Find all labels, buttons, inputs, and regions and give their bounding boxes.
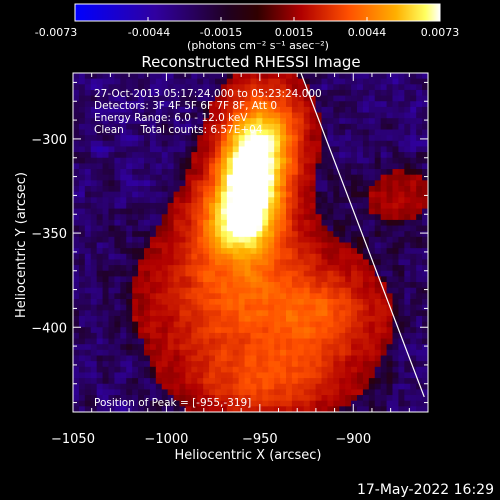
x-tick-label: −900 <box>335 432 371 447</box>
x-axis-title: Heliocentric X (arcsec) <box>175 448 322 463</box>
annotation-detectors: Detectors: 3F 4F 5F 6F 7F 8F, Att 0 <box>94 100 277 112</box>
colorbar-ticks <box>74 17 441 21</box>
chart-title: Reconstructed RHESSI Image <box>141 53 360 71</box>
colorbar-tick-label: -0.0015 <box>200 26 242 39</box>
x-tick-label: −950 <box>242 432 278 447</box>
annotation-time-range: 27-Oct-2013 05:17:24.000 to 05:23:24.000 <box>94 88 322 100</box>
y-axis-title: Heliocentric Y (arcsec) <box>14 172 29 318</box>
plot-frame <box>72 72 429 413</box>
colorbar-tick-label: -0.0044 <box>128 26 170 39</box>
annotation-counts: Clean Total counts: 6.57E+04 <box>94 124 263 136</box>
y-tick-label: −400 <box>31 321 67 336</box>
annotation-energy-range: Energy Range: 6.0 - 12.0 keV <box>94 112 248 124</box>
solar-limb-line <box>300 73 425 398</box>
colorbar <box>74 3 441 22</box>
annotation-peak: Position of Peak = [-955,-319] <box>94 397 251 409</box>
y-tick-label: −350 <box>31 227 67 242</box>
colorbar-tick-label: 0.0073 <box>421 26 460 39</box>
footer-timestamp: 17-May-2022 16:29 <box>357 482 494 498</box>
colorbar-tick-label: 0.0044 <box>348 26 387 39</box>
x-tick-label: −1050 <box>51 432 95 447</box>
y-tick-label: −300 <box>31 133 67 148</box>
x-tick-label: −1000 <box>144 432 188 447</box>
colorbar-unit-label: (photons cm⁻² s⁻¹ asec⁻²) <box>187 39 329 52</box>
colorbar-tick-label: 0.0015 <box>275 26 314 39</box>
colorbar-tick-label: -0.0073 <box>35 26 77 39</box>
